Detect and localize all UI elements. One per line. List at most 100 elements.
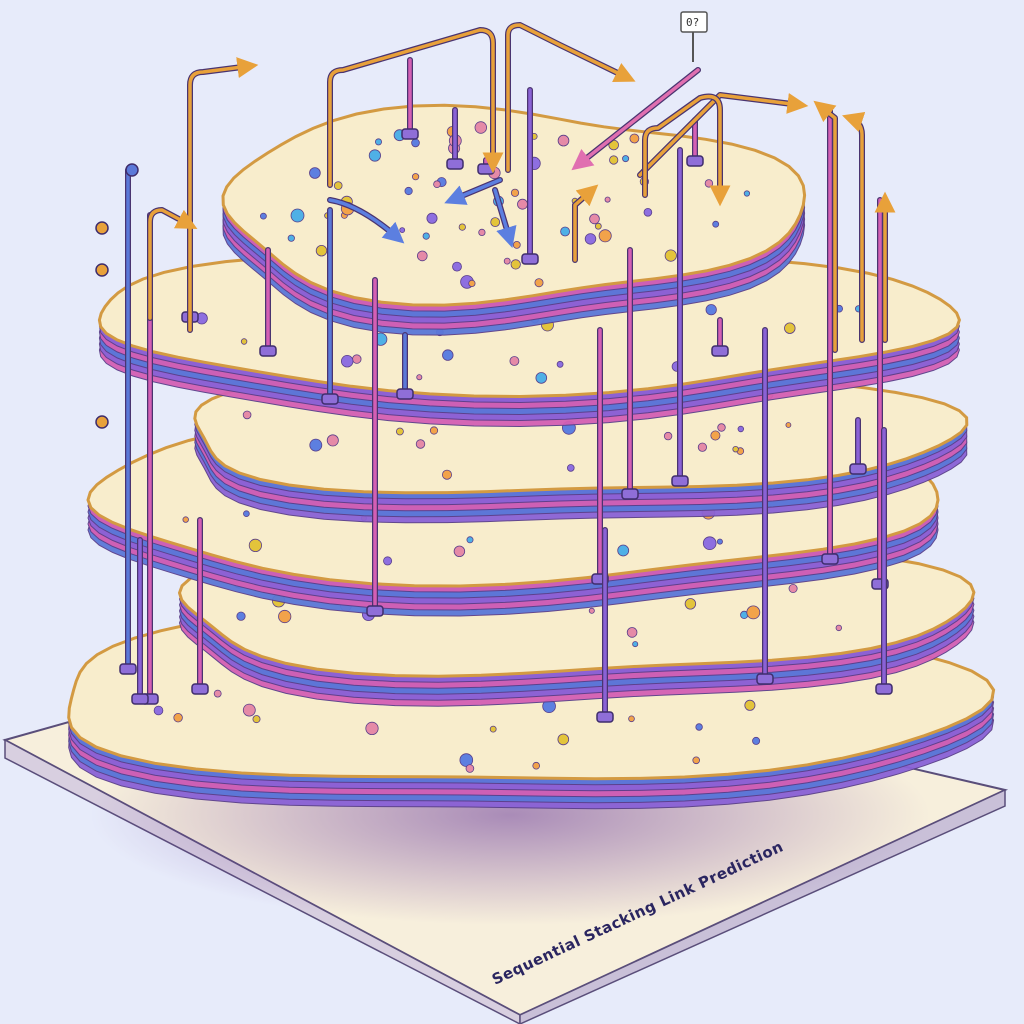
node-dot (287, 234, 295, 242)
node-dot (341, 355, 354, 368)
node-dot (705, 304, 717, 316)
node-dot (213, 689, 222, 698)
node-dot (717, 423, 726, 432)
node-dot (622, 155, 630, 163)
node-dot (556, 360, 564, 368)
cross-layer-edge (875, 427, 893, 695)
node-dot (415, 439, 426, 449)
node-dot (429, 426, 439, 435)
node-dot (236, 611, 246, 621)
node-dot (441, 469, 452, 480)
node-dot (503, 257, 511, 265)
cross-layer-edge (131, 537, 149, 705)
node-dot (746, 605, 761, 620)
node-dot (248, 538, 262, 553)
node-dot (744, 699, 756, 711)
cross-layer-edge (849, 417, 867, 475)
node-dot (535, 372, 548, 384)
node-dot (785, 422, 792, 428)
node-dot (490, 217, 501, 228)
node-dot (315, 244, 328, 257)
node-dot (517, 198, 528, 210)
node-dot (465, 764, 475, 773)
node-dot (182, 516, 189, 523)
cross-layer-edges (95, 57, 893, 723)
cross-layer-edge (119, 167, 137, 675)
node-dot (784, 322, 796, 334)
edge-endpoint (95, 263, 109, 277)
node-dot (716, 538, 723, 545)
node-dot (468, 279, 476, 287)
node-dot (478, 228, 486, 236)
node-dot (416, 250, 428, 262)
node-dot (663, 431, 673, 441)
predicted-link-arrow (147, 207, 198, 321)
node-dot (752, 736, 761, 745)
node-dot (509, 356, 520, 366)
edge-endpoint (125, 163, 139, 177)
node-dot (632, 641, 639, 648)
node-dot (704, 179, 714, 188)
edge-endpoint (95, 415, 109, 429)
node-dot (628, 715, 635, 723)
node-dot (566, 464, 575, 472)
predicted-link-arrow (187, 57, 259, 333)
node-dot (333, 181, 343, 190)
node-dot (426, 212, 438, 224)
node-dot (702, 536, 717, 550)
edge-endpoint (95, 221, 109, 235)
predicted-link-arrow (492, 187, 517, 249)
node-dot (242, 703, 256, 717)
cross-layer-edge (401, 57, 419, 140)
node-dot (278, 609, 292, 624)
node-dot (259, 212, 267, 220)
node-dot (617, 544, 630, 557)
node-dot (309, 167, 321, 179)
node-dot (710, 430, 721, 441)
node-dot (695, 723, 703, 731)
predicted-link-arrow (505, 22, 636, 173)
node-dot (684, 598, 697, 610)
node-dot (609, 155, 619, 165)
node-dot (173, 713, 183, 723)
predicted-link-arrow (327, 197, 405, 244)
node-dot (835, 624, 842, 632)
node-dot (422, 232, 430, 240)
node-dot (365, 721, 379, 736)
node-dot (560, 226, 570, 237)
node-dot (474, 121, 488, 134)
node-dot (433, 180, 441, 189)
node-dot (626, 627, 638, 638)
node-dot (697, 442, 708, 452)
node-dot (153, 705, 164, 716)
node-dot (489, 725, 497, 733)
predicted-link-arrow (637, 92, 809, 178)
node-dot (512, 240, 521, 249)
predicted-link-arrow (571, 67, 701, 171)
node-dot (588, 607, 595, 614)
node-dot (557, 733, 570, 746)
cross-layer-edge (671, 147, 689, 487)
node-dot (743, 190, 751, 197)
predicted-link-arrows (147, 22, 896, 353)
node-dot (243, 510, 250, 518)
cross-layer-edge (756, 327, 774, 685)
node-dot (643, 208, 653, 217)
top-tag: 0? (680, 11, 708, 62)
node-dot (598, 229, 612, 243)
node-dot (399, 227, 406, 234)
node-dot (604, 196, 611, 203)
node-dot (589, 213, 600, 225)
node-dot (510, 188, 520, 197)
predicted-link-arrow (842, 112, 866, 343)
node-dot (584, 233, 597, 245)
node-dot (383, 556, 393, 566)
cross-layer-edge (521, 87, 539, 265)
cross-layer-edge (711, 317, 729, 357)
predicted-link-arrow (572, 184, 599, 263)
node-dot (411, 173, 420, 181)
cross-layer-edge (621, 247, 639, 500)
node-dot (732, 446, 739, 453)
cross-layer-edge (821, 107, 839, 565)
node-dot (664, 249, 677, 262)
